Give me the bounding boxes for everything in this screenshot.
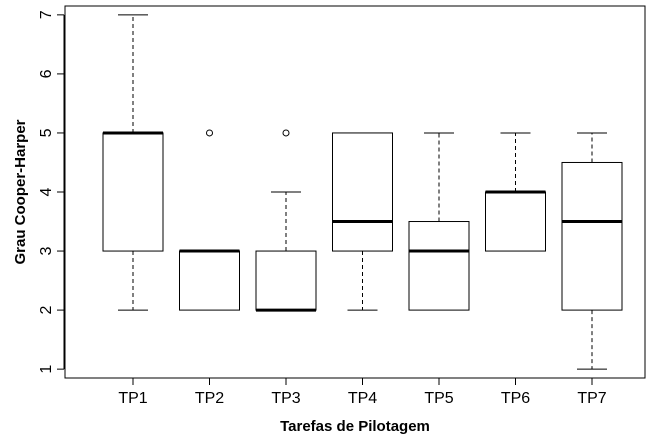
y-tick-label: 2: [38, 306, 55, 315]
y-tick-label: 7: [38, 10, 55, 19]
x-axis: TP1 TP2 TP3 TP4 TP5 TP6 TP7: [118, 377, 607, 407]
boxes-group: [102, 14, 623, 370]
y-tick-label: 4: [38, 187, 55, 196]
x-tick-label: TP5: [424, 390, 453, 407]
box-iqr: [179, 250, 240, 311]
y-axis: 1 2 3 4 5 6 7: [38, 10, 65, 374]
y-tick-label: 5: [38, 128, 55, 137]
x-tick-label: TP2: [195, 390, 224, 407]
outlier-point: [206, 129, 213, 137]
box-iqr: [255, 250, 317, 311]
box-tp2: [179, 129, 240, 311]
box-tp1: [102, 14, 164, 311]
y-axis-title: Grau Cooper-Harper: [12, 119, 29, 264]
y-tick-label: 3: [38, 247, 55, 256]
y-tick-label: 1: [38, 365, 55, 374]
box-iqr: [561, 161, 623, 311]
box-iqr: [102, 132, 164, 252]
x-tick-label: TP3: [271, 390, 300, 407]
x-axis-title: Tarefas de Pilotagem: [280, 418, 430, 435]
box-tp3: [255, 129, 317, 312]
outlier-point: [282, 129, 290, 137]
x-tick-label: TP4: [348, 390, 377, 407]
box-tp6: [485, 132, 546, 252]
x-tick-label: TP1: [118, 390, 147, 407]
x-tick-label: TP6: [501, 390, 530, 407]
box-iqr: [485, 191, 546, 252]
y-tick-label: 6: [38, 69, 55, 78]
x-tick-label: TP7: [577, 390, 606, 407]
box-tp5: [408, 132, 470, 311]
box-tp7: [561, 132, 623, 370]
box-iqr: [408, 221, 470, 311]
box-tp4: [332, 132, 393, 311]
box-iqr: [332, 132, 393, 252]
